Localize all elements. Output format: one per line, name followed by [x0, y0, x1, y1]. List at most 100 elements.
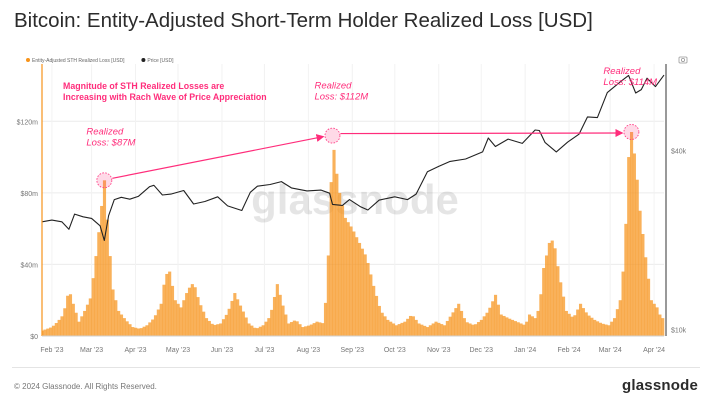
loss-bar — [117, 310, 121, 336]
loss-bar — [510, 319, 515, 336]
loss-bar — [448, 316, 452, 336]
loss-bar — [60, 316, 64, 336]
callout-label-line: Realized — [314, 81, 352, 92]
loss-bar — [105, 219, 109, 336]
loss-bar — [649, 300, 653, 336]
camera-icon[interactable] — [678, 56, 688, 64]
loss-bar — [250, 325, 254, 336]
loss-bar — [114, 300, 118, 336]
loss-bar — [173, 300, 177, 336]
loss-bar — [550, 240, 554, 336]
loss-bar — [136, 328, 141, 336]
x-tick-label: Jan '24 — [514, 347, 536, 354]
loss-bar — [564, 310, 568, 336]
x-tick-label: Nov '23 — [427, 347, 451, 354]
loss-bar — [621, 271, 625, 336]
loss-bar — [499, 314, 503, 336]
loss-bar — [278, 294, 282, 336]
callout-label-line: Loss: $87M — [86, 137, 135, 148]
loss-bar — [519, 323, 523, 336]
loss-bar — [451, 312, 455, 336]
loss-bar — [493, 294, 498, 336]
loss-bar — [241, 311, 245, 336]
loss-bar — [162, 284, 166, 336]
loss-bar — [522, 324, 526, 336]
loss-bar — [346, 222, 350, 336]
loss-bar — [289, 322, 294, 336]
loss-bar — [454, 308, 458, 336]
loss-bar — [604, 324, 608, 336]
loss-bar — [134, 327, 138, 336]
loss-bar — [219, 323, 223, 336]
loss-bar — [397, 324, 401, 336]
loss-bar — [459, 310, 464, 336]
loss-bar — [66, 295, 70, 336]
loss-bar — [145, 325, 149, 336]
loss-bar — [264, 321, 268, 336]
x-tick-label: Sep '23 — [341, 347, 365, 354]
loss-bar — [329, 182, 333, 336]
loss-bar — [46, 328, 50, 336]
loss-bar — [383, 316, 387, 336]
loss-bar — [635, 179, 639, 336]
callout-label: Realized Loss: $112M — [314, 81, 368, 103]
loss-bar — [527, 314, 532, 336]
loss-bar — [374, 295, 379, 336]
loss-bar — [372, 285, 376, 336]
loss-bar — [349, 226, 353, 336]
x-tick-label: Mar '24 — [599, 347, 622, 354]
loss-bar — [287, 323, 291, 336]
loss-bar — [661, 318, 665, 336]
loss-bar — [542, 268, 546, 336]
loss-bar — [581, 308, 585, 336]
brand-logo: glassnode — [622, 377, 698, 394]
loss-bar — [525, 321, 529, 336]
loss-bar — [332, 149, 336, 336]
loss-bar — [655, 307, 659, 336]
loss-bar — [190, 284, 194, 336]
x-tick-label: Mar '23 — [80, 347, 103, 354]
camera-icon-body — [678, 56, 688, 64]
loss-bar — [559, 282, 563, 336]
legend-label: Entity-Adjusted STH Realized Loss [USD] — [32, 58, 125, 64]
loss-bar — [400, 322, 404, 336]
chart-canvas: glassnode $0 $40m $80m $120m $10k $40k Feb '23 M… — [17, 56, 688, 354]
headline-annotation-line: Magnitude of STH Realized Losses are — [63, 81, 224, 91]
loss-bar — [275, 284, 279, 336]
loss-bar — [43, 329, 47, 336]
right-tick-label: $40k — [671, 148, 687, 155]
loss-bar — [230, 300, 234, 336]
loss-bar — [125, 321, 129, 336]
loss-bar — [590, 317, 594, 336]
loss-bar — [547, 242, 551, 336]
x-tick-label: Feb '24 — [558, 347, 581, 354]
loss-bar — [284, 314, 288, 336]
loss-bar — [431, 323, 435, 336]
loss-bar — [411, 316, 415, 336]
loss-bar — [587, 315, 591, 336]
loss-bar — [318, 322, 322, 336]
loss-bar — [131, 327, 135, 336]
loss-bar — [148, 322, 152, 336]
loss-bar — [445, 320, 449, 336]
callout-label-line: Realized — [603, 66, 641, 77]
loss-bar — [474, 324, 478, 336]
loss-bar — [536, 310, 540, 336]
callout-label-line: Loss: $112M — [314, 92, 368, 103]
loss-bars — [42, 132, 665, 336]
loss-bar — [658, 314, 662, 336]
loss-bar — [304, 326, 308, 336]
loss-bar — [502, 315, 506, 336]
loss-bar — [638, 210, 642, 336]
loss-bar — [338, 192, 342, 336]
loss-bar — [496, 304, 500, 336]
loss-bar — [77, 321, 81, 336]
loss-bar — [652, 303, 656, 336]
callout-marker — [96, 172, 113, 189]
loss-bar — [151, 319, 155, 336]
loss-bar — [238, 305, 243, 336]
loss-bar — [74, 312, 78, 336]
loss-bar — [224, 314, 228, 336]
loss-bar — [100, 205, 104, 336]
